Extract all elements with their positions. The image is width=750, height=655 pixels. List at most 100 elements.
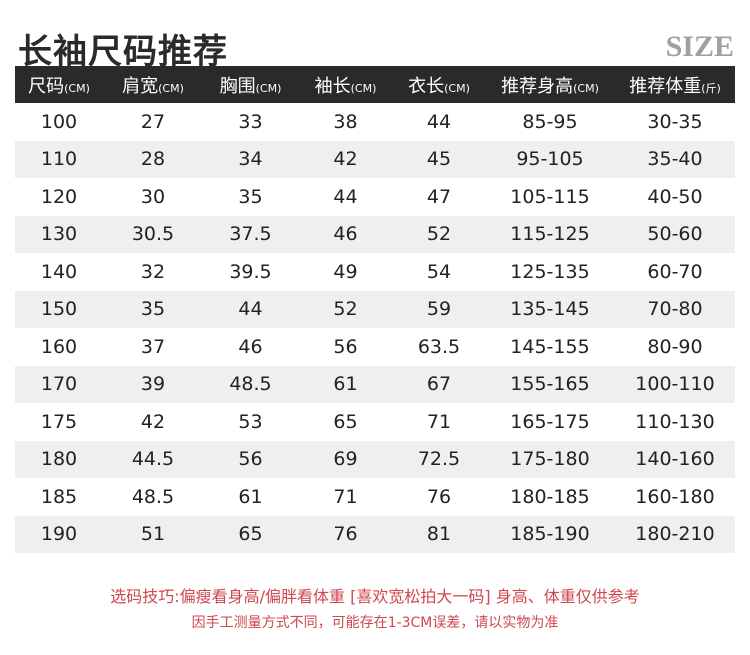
table-cell: 110-130 (635, 410, 715, 433)
column-name: 胸围 (219, 75, 256, 97)
table-cell: 44 (333, 185, 358, 208)
column-header: 衣长(CM) (393, 66, 485, 103)
table-cell: 185-190 (485, 515, 615, 553)
table-cell: 48.5 (203, 365, 298, 403)
table-cell: 72.5 (393, 440, 485, 478)
table-cell: 180-185 (510, 485, 590, 508)
table-row: 160 37 46 56 63.5 145-155 80-90 (15, 328, 735, 366)
table-cell: 30 (140, 185, 166, 208)
table-cell: 30-35 (647, 110, 703, 133)
table-cell: 180-210 (615, 515, 735, 553)
column-header: 袖长(CM) (298, 66, 393, 103)
size-table: 尺码(CM) 肩宽(CM) 胸围(CM) 袖长(CM) 衣长(CM) 推荐身高(CM) 推荐… (15, 66, 735, 553)
table-row: 120 30 35 44 47 105-115 40-50 (15, 178, 735, 216)
table-cell: 51 (103, 515, 203, 553)
table-cell: 155-165 (485, 365, 615, 403)
table-cell: 56 (333, 335, 358, 358)
table-cell: 160-180 (635, 485, 715, 508)
table-cell: 63.5 (417, 335, 461, 358)
table-cell: 35 (238, 185, 263, 208)
table-cell: 44.5 (103, 440, 203, 478)
table-cell: 145-155 (510, 335, 590, 358)
table-cell: 61 (238, 485, 263, 508)
table-cell: 110 (15, 140, 103, 178)
table-cell: 37.5 (203, 215, 298, 253)
table-cell: 28 (103, 140, 203, 178)
table-cell: 42 (298, 140, 393, 178)
table-cell: 65 (333, 410, 358, 433)
table-cell: 61 (298, 365, 393, 403)
column-unit: (CM) (255, 81, 282, 95)
table-cell: 70-80 (615, 290, 735, 328)
table-cell: 33 (238, 110, 263, 133)
table-cell: 45 (393, 140, 485, 178)
table-cell: 52 (298, 290, 393, 328)
table-row: 175 42 53 65 71 165-175 110-130 (15, 403, 735, 441)
table-row: 185 48.5 61 71 76 180-185 160-180 (15, 478, 735, 516)
table-cell: 76 (426, 485, 452, 508)
table-cell: 190 (15, 515, 103, 553)
table-cell: 81 (393, 515, 485, 553)
table-cell: 53 (238, 410, 263, 433)
table-cell: 160 (40, 335, 78, 358)
column-name: 推荐体重 (629, 75, 702, 97)
column-name: 衣长 (408, 75, 445, 97)
table-cell: 120 (40, 185, 78, 208)
table-cell: 54 (426, 260, 452, 283)
column-name: 袖长 (314, 75, 351, 97)
table-cell: 135-145 (485, 290, 615, 328)
table-row: 180 44.5 56 69 72.5 175-180 140-160 (15, 440, 735, 478)
table-cell: 49 (333, 260, 358, 283)
table-cell: 44 (426, 110, 452, 133)
table-cell: 115-125 (485, 215, 615, 253)
table-cell: 165-175 (510, 410, 590, 433)
table-cell: 44 (203, 290, 298, 328)
table-cell: 35-40 (615, 140, 735, 178)
table-cell: 175 (40, 410, 78, 433)
table-row: 130 30.5 37.5 46 52 115-125 50-60 (15, 215, 735, 253)
table-cell: 39 (103, 365, 203, 403)
table-cell: 46 (298, 215, 393, 253)
table-cell: 150 (15, 290, 103, 328)
table-cell: 85-95 (522, 110, 578, 133)
table-cell: 38 (333, 110, 358, 133)
table-cell: 180 (15, 440, 103, 478)
table-cell: 100 (40, 110, 78, 133)
table-cell: 47 (426, 185, 452, 208)
table-row: 140 32 39.5 49 54 125-135 60-70 (15, 253, 735, 291)
table-cell: 60-70 (647, 260, 703, 283)
column-name: 肩宽 (122, 75, 159, 97)
table-cell: 46 (238, 335, 263, 358)
table-cell: 37 (140, 335, 166, 358)
table-cell: 105-115 (510, 185, 590, 208)
column-unit: (CM) (158, 81, 184, 95)
column-name: 尺码 (28, 75, 65, 97)
table-cell: 35 (103, 290, 203, 328)
table-cell: 52 (393, 215, 485, 253)
column-header: 肩宽(CM) (103, 66, 203, 103)
column-header: 推荐身高(CM) (485, 66, 615, 103)
table-row: 110 28 34 42 45 95-105 35-40 (15, 140, 735, 178)
table-cell: 42 (140, 410, 166, 433)
table-cell: 76 (298, 515, 393, 553)
table-row: 170 39 48.5 61 67 155-165 100-110 (15, 365, 735, 403)
table-cell: 39.5 (229, 260, 272, 283)
table-cell: 27 (140, 110, 166, 133)
table-cell: 65 (203, 515, 298, 553)
table-cell: 71 (426, 410, 452, 433)
table-cell: 67 (393, 365, 485, 403)
column-unit: (CM) (350, 81, 377, 95)
table-cell: 95-105 (485, 140, 615, 178)
table-cell: 59 (393, 290, 485, 328)
table-cell: 140 (40, 260, 78, 283)
column-header: 尺码(CM) (15, 66, 103, 103)
size-tip: 选码技巧:偏瘦看身高/偏胖看体重 [喜欢宽松拍大一码] 身高、体重仅供参考 (110, 587, 640, 606)
table-row: 190 51 65 76 81 185-190 180-210 (15, 515, 735, 553)
column-header: 胸围(CM) (203, 66, 298, 103)
table-cell: 48.5 (131, 485, 175, 508)
table-cell: 130 (15, 215, 103, 253)
table-cell: 185 (40, 485, 78, 508)
table-cell: 140-160 (615, 440, 735, 478)
size-label: SIZE (665, 30, 734, 63)
table-cell: 30.5 (103, 215, 203, 253)
